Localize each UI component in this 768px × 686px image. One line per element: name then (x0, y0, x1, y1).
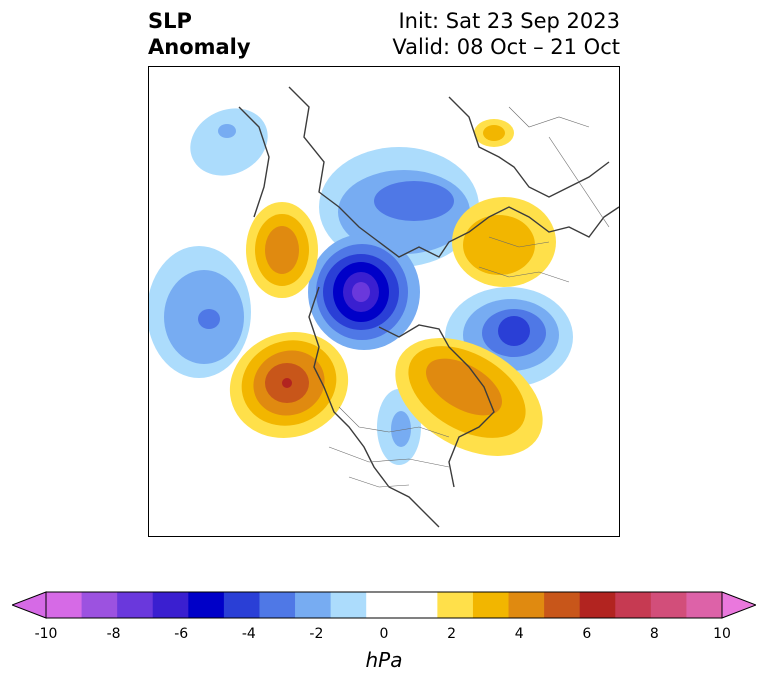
colorbar-tick-label: -10 (34, 626, 58, 642)
colorbar-segment (650, 592, 687, 618)
anomaly-map (148, 66, 620, 537)
colorbar-tick-label: 6 (582, 626, 592, 642)
colorbar-segment (437, 592, 474, 618)
colorbar-extend-min (12, 591, 47, 619)
colorbar-segment (223, 592, 260, 618)
colorbar-tick-label: 10 (713, 626, 731, 642)
arctic-low (308, 234, 420, 350)
aleutian-pacific-low (149, 246, 251, 378)
colorbar-segment (117, 592, 154, 618)
colorbar-unit: hPa (365, 648, 403, 672)
colorbar-segment (686, 592, 723, 618)
valid-range: Valid: 08 Oct – 21 Oct (392, 35, 620, 59)
map-canvas (149, 86, 619, 528)
north-pacific-high (229, 332, 349, 438)
colorbar-segment (295, 592, 332, 618)
east-asia-high (246, 202, 318, 298)
colorbar-segment (508, 592, 545, 618)
colorbar-segment (544, 592, 581, 618)
colorbar-ticks: -10 -8 -6 -4 -2 0 2 4 6 8 10 (0, 626, 768, 646)
forecast-dates: Init: Sat 23 Sep 2023 Valid: 08 Oct – 21… (392, 8, 620, 60)
colorbar-tick-label: -8 (106, 626, 121, 642)
colorbar-segment (401, 592, 438, 618)
map-title: SLP Anomaly (148, 8, 251, 60)
colorbar-tick-label: 2 (447, 626, 457, 642)
anomaly-fields (149, 108, 573, 465)
eastern-canada-high (395, 338, 543, 456)
title-line-2: Anomaly (148, 35, 251, 59)
colorbar-tick-label: -4 (241, 626, 256, 642)
colorbar-segments (46, 592, 723, 618)
title-line-1: SLP (148, 9, 192, 33)
colorbar-segment (615, 592, 652, 618)
colorbar-outline (45, 591, 723, 619)
aleutian-low-small (190, 108, 268, 176)
colorbar (12, 591, 756, 619)
colorbar-tick-label: 8 (649, 626, 659, 642)
colorbar-tick-label: -2 (309, 626, 324, 642)
borders (328, 106, 610, 488)
colorbar-segment (81, 592, 118, 618)
colorbar-tick-label: 0 (379, 626, 389, 642)
colorbar-segment (472, 592, 510, 618)
colorbar-segment (188, 592, 225, 618)
colorbar-segment (366, 592, 403, 618)
colorbar-tick-label: -6 (174, 626, 189, 642)
colorbar-segment (46, 592, 83, 618)
colorbar-extend-max (721, 591, 756, 619)
colorbar-segment (259, 592, 296, 618)
colorbar-segment (152, 592, 189, 618)
colorbar-tick-label: 4 (514, 626, 524, 642)
init-date: Init: Sat 23 Sep 2023 (398, 9, 620, 33)
colorbar-segment (330, 592, 367, 618)
colorbar-segment (579, 592, 616, 618)
